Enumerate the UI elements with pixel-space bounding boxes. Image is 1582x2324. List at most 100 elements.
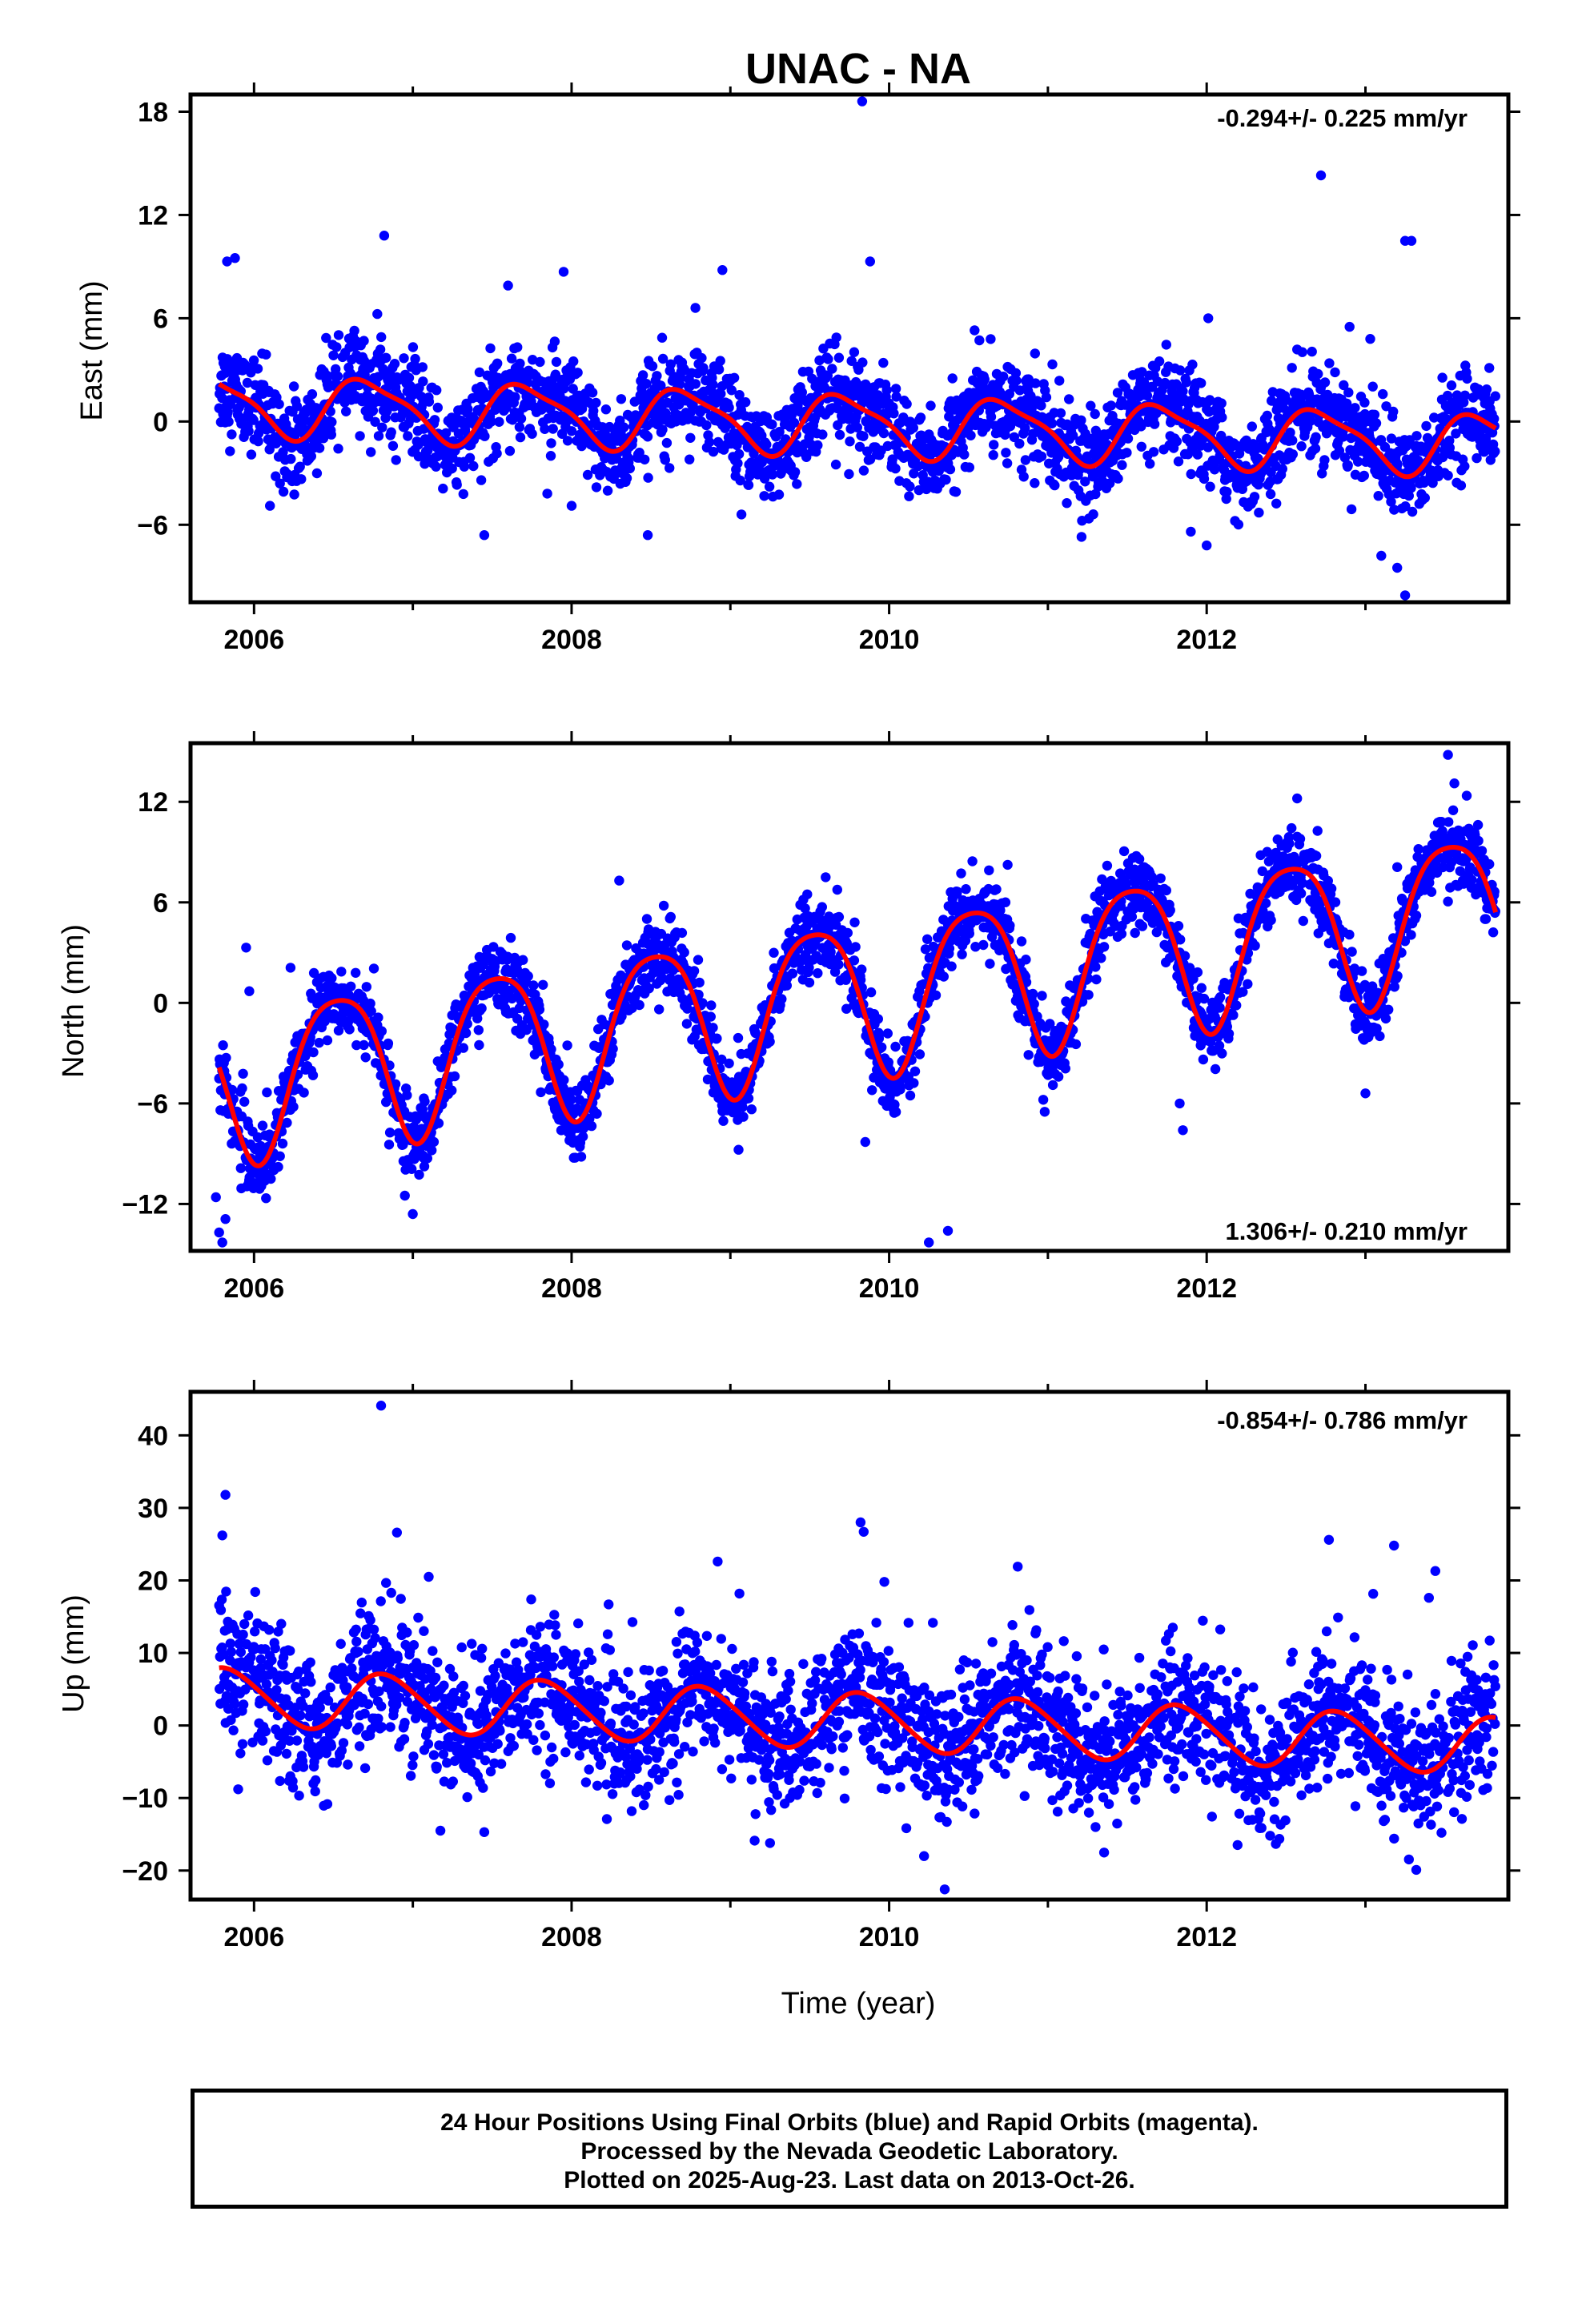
north-data-point — [1326, 883, 1337, 894]
north-data-point — [221, 1052, 231, 1063]
east-data-point — [621, 472, 632, 484]
north-data-point — [665, 911, 676, 923]
east-data-point — [724, 402, 734, 413]
east-data-point — [492, 448, 502, 459]
east-data-point — [889, 408, 899, 419]
north-data-point — [257, 1120, 268, 1131]
east-data-point — [548, 424, 558, 434]
east-data-point — [600, 404, 612, 415]
north-data-point — [1161, 885, 1172, 896]
east-data-point — [480, 431, 490, 441]
north-data-point — [608, 1043, 618, 1054]
east-data-point — [418, 376, 428, 387]
east-data-point — [733, 448, 745, 460]
north-data-point — [308, 1047, 319, 1058]
east-data-point — [741, 397, 751, 408]
north-data-point — [952, 887, 962, 897]
east-data-point — [801, 452, 812, 462]
east-data-point — [881, 384, 892, 396]
north-data-point — [978, 939, 989, 951]
north-data-point — [724, 1058, 734, 1069]
east-data-point — [643, 472, 653, 483]
north-data-point — [261, 1193, 271, 1204]
east-data-point — [1490, 391, 1501, 401]
east-data-point — [1014, 438, 1025, 449]
north-data-point — [865, 987, 877, 998]
east-data-point — [1285, 427, 1295, 438]
north-data-point — [383, 1140, 395, 1150]
north-data-point — [677, 927, 688, 939]
east-data-point — [1222, 486, 1232, 497]
east-data-point — [328, 350, 339, 360]
north-data-point — [621, 940, 632, 951]
north-data-point — [576, 1152, 587, 1162]
east-data-point — [1334, 445, 1345, 456]
east-data-point — [504, 445, 516, 456]
east-data-point — [915, 412, 926, 423]
east-data-point — [701, 420, 712, 431]
north-data-point — [1137, 921, 1148, 931]
east-outlier-point — [222, 256, 232, 267]
east-data-point — [776, 468, 786, 478]
east-data-point — [792, 479, 802, 489]
north-data-point — [1228, 1010, 1239, 1020]
east-data-point — [321, 332, 331, 344]
east-data-point — [708, 446, 719, 457]
east-data-point — [1407, 506, 1418, 517]
east-data-point — [830, 459, 841, 470]
east-data-point — [1145, 458, 1155, 469]
north-data-point — [733, 1032, 744, 1043]
east-data-point — [1427, 477, 1438, 489]
east-data-point — [1036, 400, 1046, 411]
east-data-point — [225, 446, 235, 456]
east-data-point — [349, 325, 359, 336]
north-data-point — [842, 927, 853, 939]
east-data-point — [1136, 441, 1147, 452]
east-outlier-point — [1406, 235, 1417, 246]
east-data-point — [515, 432, 526, 443]
east-data-point — [562, 436, 573, 446]
east-data-point — [289, 489, 299, 500]
east-data-point — [1090, 408, 1100, 420]
north-data-point — [946, 961, 957, 971]
east-data-point — [311, 468, 323, 479]
east-data-point — [979, 374, 990, 384]
north-data-point — [1023, 1050, 1034, 1060]
east-data-point — [1113, 473, 1123, 484]
east-data-point — [1296, 441, 1307, 452]
north-data-point — [1223, 1028, 1235, 1039]
north-data-point — [1215, 991, 1226, 1003]
north-data-point — [336, 967, 347, 977]
east-data-point — [506, 353, 517, 364]
north-data-point — [905, 1090, 916, 1101]
east-data-point — [891, 392, 901, 402]
north-data-point — [322, 1035, 333, 1046]
east-data-point — [1253, 453, 1263, 464]
east-outlier-point — [642, 530, 653, 541]
east-data-point — [1343, 387, 1354, 398]
north-data-point — [327, 973, 337, 983]
east-data-point — [1419, 493, 1431, 503]
north-data-point — [681, 1019, 693, 1029]
east-data-point — [1161, 340, 1172, 350]
north-data-point — [930, 990, 942, 1001]
east-fit-curve — [218, 376, 1497, 480]
east-data-point — [1460, 461, 1470, 472]
east-data-point — [944, 412, 954, 422]
east-data-point — [1339, 452, 1351, 463]
east-data-point — [908, 423, 919, 433]
north-data-point — [474, 1039, 484, 1051]
east-data-point — [1378, 388, 1388, 400]
east-data-point — [464, 452, 476, 463]
north-data-point — [427, 1145, 437, 1156]
east-data-point — [1090, 489, 1101, 500]
north-data-point — [239, 1096, 250, 1108]
east-data-point — [652, 371, 662, 381]
north-data-point — [914, 1049, 926, 1059]
east-data-point — [322, 370, 332, 381]
north-data-point — [384, 1128, 396, 1138]
east-data-point — [647, 361, 658, 372]
north-data-point — [553, 1059, 564, 1070]
east-x-tick-label: 2012 — [1176, 625, 1237, 655]
east-data-point — [1249, 492, 1260, 502]
